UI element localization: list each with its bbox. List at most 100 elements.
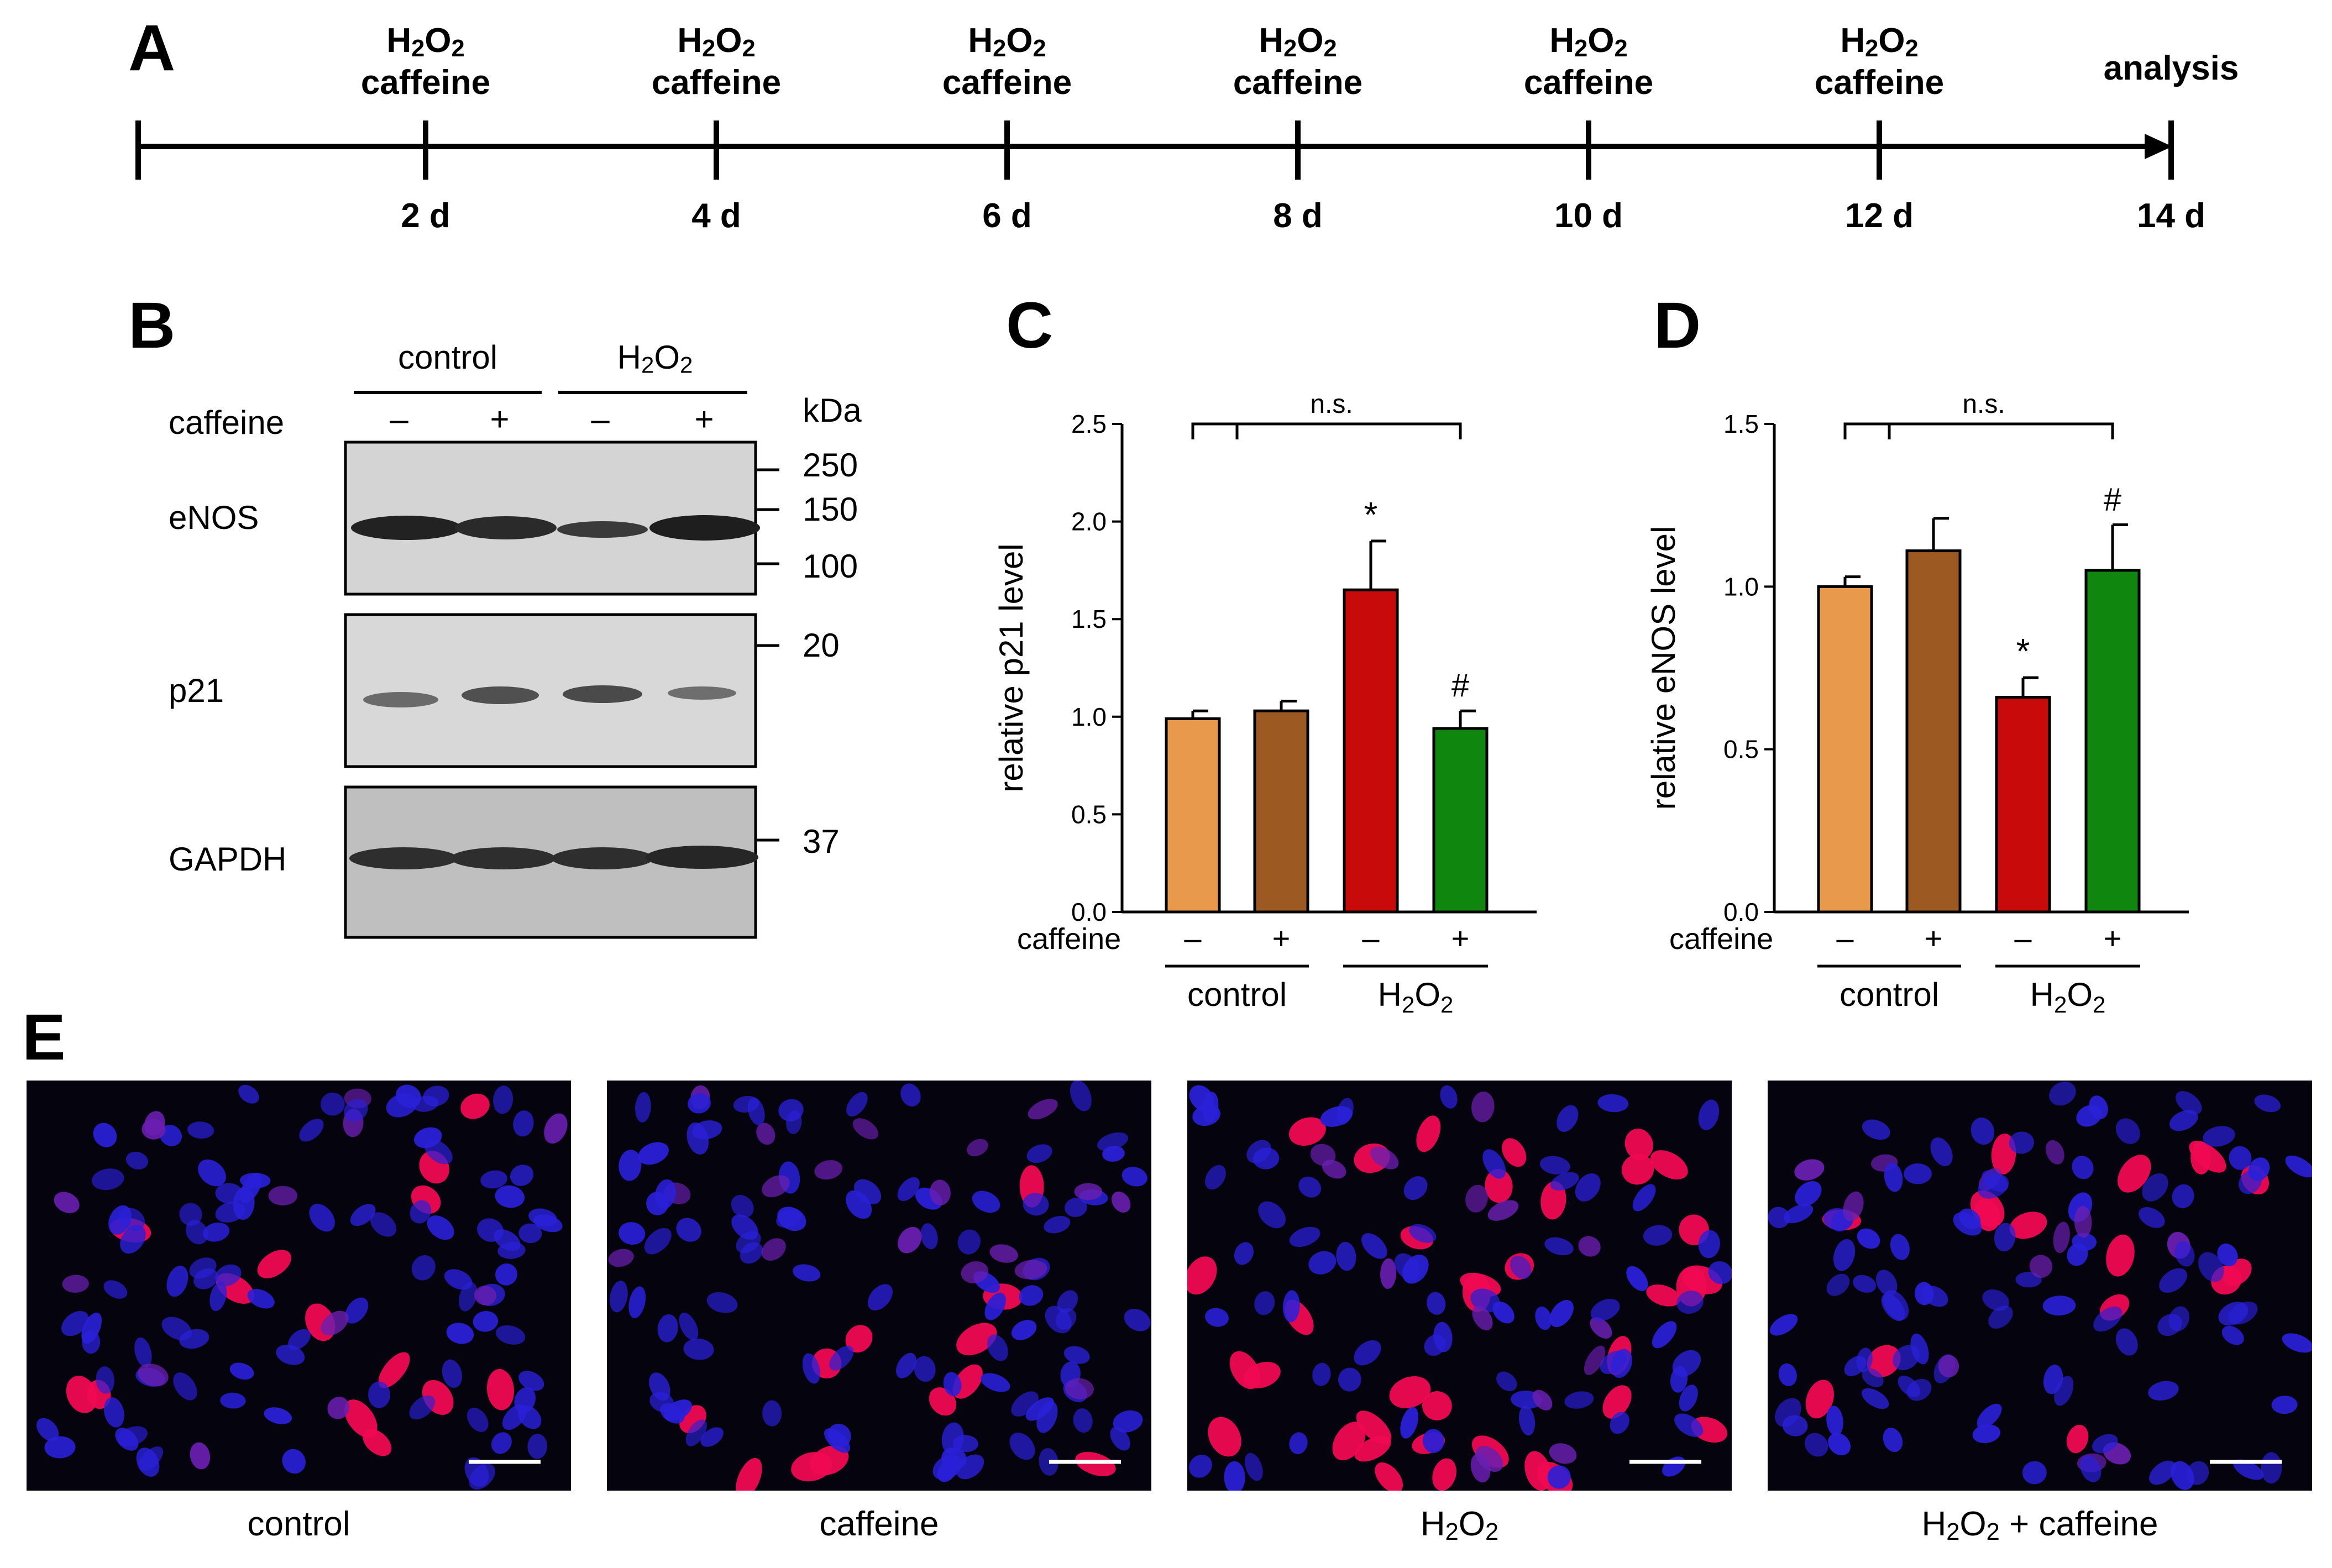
group-label-control: control bbox=[1840, 976, 1939, 1013]
nucleus bbox=[679, 1313, 699, 1340]
nucleus bbox=[2148, 1381, 2179, 1401]
nucleus bbox=[1472, 1305, 1493, 1331]
nucleus bbox=[930, 1179, 951, 1205]
nucleus bbox=[1426, 1292, 1446, 1315]
nucleus bbox=[1977, 1403, 2002, 1429]
nucleus bbox=[1224, 1461, 1245, 1491]
timeline-day-label: 8 d bbox=[1273, 197, 1323, 235]
nucleus bbox=[198, 1159, 226, 1187]
wb-marker-100: 100 bbox=[803, 548, 858, 585]
nucleus bbox=[2171, 1461, 2194, 1490]
nucleus bbox=[1662, 1456, 1685, 1477]
y-tick-label: 0.0 bbox=[1723, 898, 1759, 926]
nucleus bbox=[138, 1446, 164, 1471]
stained-nucleus bbox=[1356, 1410, 1392, 1445]
nucleus bbox=[1861, 1388, 1889, 1409]
nucleus bbox=[477, 1218, 504, 1242]
nucleus bbox=[967, 1139, 988, 1157]
nucleus bbox=[1982, 1289, 2010, 1311]
y-tick-label: 0.5 bbox=[1071, 800, 1107, 828]
nucleus bbox=[1590, 1298, 1620, 1321]
wb-protein-gapdh: GAPDH bbox=[169, 841, 287, 878]
nucleus bbox=[1532, 1389, 1553, 1410]
stained-nucleus bbox=[1602, 1385, 1632, 1419]
nucleus bbox=[320, 1092, 345, 1116]
nucleus bbox=[2029, 1255, 2053, 1278]
nucleus bbox=[1898, 1375, 1920, 1397]
nucleus bbox=[467, 1407, 489, 1432]
panel-label-e: E bbox=[22, 1001, 66, 1074]
nucleus bbox=[1862, 1368, 1884, 1388]
nucleus bbox=[1354, 1340, 1381, 1366]
western-blot-image bbox=[344, 440, 779, 939]
nucleus bbox=[1074, 1183, 1103, 1200]
nucleus bbox=[1065, 1198, 1087, 1217]
nucleus bbox=[1380, 1258, 1397, 1289]
nucleus bbox=[731, 1214, 759, 1240]
stained-nucleus bbox=[1332, 1422, 1366, 1461]
nucleus bbox=[138, 1364, 169, 1387]
nucleus bbox=[1632, 1184, 1656, 1212]
y-tick-label: 0.5 bbox=[1723, 735, 1759, 764]
stained-nucleus bbox=[1867, 1345, 1901, 1377]
nucleus bbox=[1676, 1291, 1704, 1314]
nucleus bbox=[1828, 1433, 1851, 1456]
nucleus bbox=[1370, 1146, 1399, 1170]
nucleus bbox=[81, 1312, 102, 1344]
y-tick-label: 0.0 bbox=[1071, 898, 1107, 926]
nucleus bbox=[61, 1310, 89, 1336]
caffeine-sign: – bbox=[2014, 921, 2032, 956]
timeline-treatment-label: H2O2 caffeine bbox=[1523, 22, 1654, 102]
nucleus bbox=[1862, 1119, 1890, 1140]
y-tick-label: 2.0 bbox=[1071, 507, 1107, 536]
nucleus bbox=[1253, 1147, 1280, 1170]
nucleus bbox=[900, 1083, 921, 1107]
nucleus bbox=[981, 1373, 1010, 1392]
nucleus bbox=[2139, 1207, 2165, 1228]
nucleus bbox=[1884, 1162, 1903, 1192]
nucleus bbox=[2254, 1094, 2281, 1113]
nucleus bbox=[464, 1457, 489, 1487]
nucleus bbox=[368, 1381, 390, 1408]
ns-label: n.s. bbox=[1310, 390, 1353, 419]
y-axis-label: relative eNOS level bbox=[1645, 526, 1682, 810]
ns-bracket bbox=[1843, 422, 2114, 439]
stained-nucleus bbox=[1485, 1168, 1513, 1203]
caption-control: control bbox=[247, 1505, 350, 1543]
stained-nucleus bbox=[257, 1250, 291, 1278]
nucleus bbox=[1409, 1224, 1437, 1243]
nucleus bbox=[2233, 1459, 2264, 1480]
nucleus bbox=[1768, 1207, 1790, 1228]
nucleus bbox=[2285, 1155, 2312, 1178]
nucleus bbox=[1026, 1144, 1052, 1163]
y-tick-label: 1.0 bbox=[1071, 702, 1107, 731]
nucleus bbox=[740, 1242, 763, 1264]
nucleus bbox=[1063, 1346, 1090, 1364]
nucleus bbox=[1794, 1159, 1825, 1181]
wb-marker-37: 37 bbox=[803, 823, 840, 860]
timeline-treatment-label: H2O2 caffeine bbox=[1814, 22, 1945, 102]
wb-sign-4: + bbox=[694, 401, 714, 438]
nucleus bbox=[1795, 1181, 1822, 1207]
chart-p21: 0.0 0.5 1.0 1.5 2.0 2.5 relative p21 level – + * –… bbox=[993, 390, 1537, 1018]
caffeine-sign: – bbox=[1184, 921, 1202, 956]
nucleus bbox=[1539, 1156, 1570, 1175]
nucleus bbox=[1011, 1320, 1037, 1340]
nucleus bbox=[2169, 1110, 2198, 1131]
nucleus bbox=[956, 1454, 984, 1480]
nucleus bbox=[1971, 1118, 1995, 1145]
nucleus bbox=[676, 1218, 701, 1242]
significance-mark: * bbox=[1364, 495, 1378, 534]
nucleus bbox=[424, 1139, 453, 1165]
nucleus bbox=[619, 1222, 646, 1245]
wb-kda-label: kDa bbox=[803, 392, 862, 429]
group-label-h2o2: H2O2 bbox=[2030, 976, 2106, 1018]
nucleus bbox=[1234, 1242, 1254, 1265]
nucleus bbox=[134, 1337, 152, 1367]
caffeine-sign: – bbox=[1362, 921, 1380, 956]
stained-nucleus bbox=[486, 1368, 515, 1410]
nucleus bbox=[1470, 1453, 1491, 1483]
nucleus bbox=[1844, 1356, 1867, 1376]
nucleus bbox=[1708, 1261, 1732, 1284]
nucleus bbox=[1875, 1270, 1898, 1297]
